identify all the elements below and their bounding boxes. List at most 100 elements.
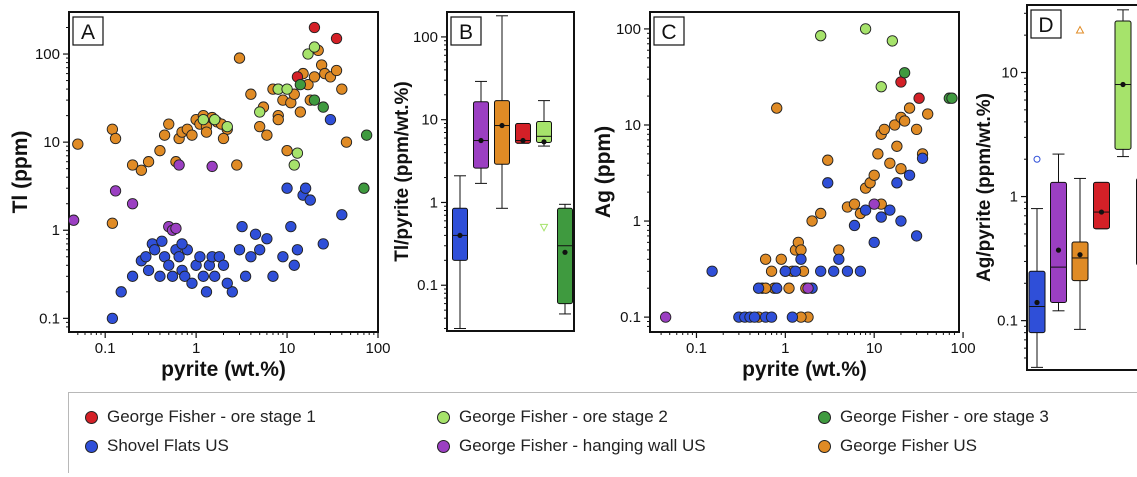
data-point [267, 270, 279, 282]
x-axis-label: pyrite (wt.%) [742, 358, 867, 381]
data-point [358, 182, 370, 194]
panel-letter: A [81, 21, 95, 44]
data-point [106, 217, 119, 229]
data-point [126, 270, 139, 282]
data-point [895, 163, 907, 175]
data-point [775, 253, 787, 265]
data-point [659, 311, 672, 323]
data-point [795, 253, 807, 265]
data-point [221, 120, 233, 133]
data-point [752, 282, 765, 294]
data-point [889, 119, 901, 131]
data-point [68, 214, 80, 226]
data-point [828, 265, 840, 277]
box-gf3 [557, 203, 573, 315]
data-point [783, 282, 795, 294]
data-point [154, 145, 166, 157]
series-gf3 [294, 78, 373, 194]
data-point [163, 259, 175, 271]
data-point [142, 264, 155, 277]
plot-frame [446, 11, 575, 332]
data-point [106, 312, 119, 325]
data-point [946, 92, 958, 104]
data-point [324, 114, 337, 126]
y-axis-label: Ag/pyrite (ppm/wt.%) [974, 93, 995, 282]
mean-marker [499, 122, 505, 129]
data-point [291, 147, 304, 159]
data-point [898, 67, 911, 79]
data-point [277, 251, 289, 263]
legend-item-gf3: George Fisher - ore stage 3 [818, 407, 1049, 427]
data-point [317, 101, 329, 113]
data-point [308, 71, 321, 83]
series-gf2 [815, 23, 898, 93]
data-point [336, 209, 348, 221]
data-point [308, 41, 321, 53]
data-point [868, 169, 880, 181]
data-point [233, 52, 246, 64]
x-tick-label: 10 [279, 340, 296, 357]
data-point [903, 169, 916, 181]
data-point [308, 21, 321, 34]
data-point [109, 132, 122, 145]
data-point [340, 136, 353, 148]
panel-letter-box [72, 16, 104, 46]
data-point [249, 228, 262, 240]
data-point [868, 236, 880, 249]
data-point [771, 282, 783, 294]
y-tick-label: 10 [1001, 64, 1018, 81]
legend-marker [85, 439, 98, 453]
data-point [748, 311, 761, 323]
series-hw [659, 198, 880, 323]
data-point [884, 157, 896, 169]
data-point [245, 88, 257, 100]
legend-label: George Fisher - ore stage 1 [107, 407, 316, 426]
data-point [859, 204, 872, 216]
data-point [859, 23, 872, 35]
data-point [895, 215, 907, 227]
data-point [163, 118, 175, 130]
x-tick-label: 100 [365, 340, 390, 357]
data-point [765, 311, 778, 323]
data-point [848, 198, 861, 210]
data-point [209, 114, 221, 126]
data-point [304, 194, 316, 206]
y-tick-label: 100 [616, 21, 641, 38]
data-point [126, 198, 139, 210]
panel-letter: D [1038, 14, 1053, 37]
data-point [217, 259, 230, 271]
data-point [336, 83, 348, 95]
y-tick-label: 10 [421, 112, 438, 129]
data-point [903, 102, 916, 114]
x-axis-label: pyrite (wt.%) [161, 358, 286, 381]
box [1093, 181, 1110, 230]
mean-marker [1098, 209, 1105, 215]
legend-marker [437, 410, 450, 424]
mean-marker [478, 137, 484, 144]
box [1071, 241, 1089, 282]
data-point [115, 286, 127, 298]
box [515, 122, 531, 144]
boxplot-layer [1028, 9, 1137, 368]
data-point [281, 182, 293, 194]
data-point [179, 270, 191, 282]
legend-label: George Fisher - hanging wall US [459, 436, 706, 455]
y-tick-label: 100 [35, 46, 60, 63]
figure: A Tl (ppm) 0.1 1 10 100 0.1 1 10 100 pyrite (wt.%)… [9, 4, 1137, 381]
data-point [254, 120, 266, 133]
y-tick-label: 0.1 [417, 277, 438, 294]
data-point [245, 251, 257, 263]
legend-label: George Fisher - ore stage 2 [459, 407, 668, 426]
data-point [302, 48, 314, 60]
data-point [806, 215, 818, 227]
box-hw [1050, 153, 1067, 312]
y-tick-label: 1 [1010, 189, 1018, 206]
data-point [822, 177, 834, 189]
data-point [872, 148, 884, 160]
data-point [254, 106, 266, 118]
data-point [281, 145, 293, 157]
y-axis-label: Tl (ppm) [9, 131, 32, 214]
data-point [126, 159, 139, 171]
data-point [176, 238, 188, 250]
series-gf1 [895, 76, 925, 104]
